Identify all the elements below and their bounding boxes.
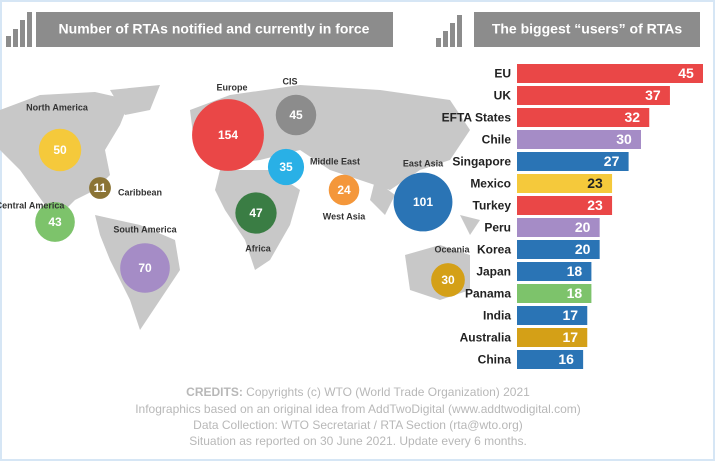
credits-line: Data Collection: WTO Secretariat / RTA S… bbox=[193, 418, 523, 432]
bar bbox=[517, 108, 650, 127]
category-label: EFTA States bbox=[442, 111, 512, 125]
region-label: Africa bbox=[245, 243, 272, 253]
credits-line: Situation as reported on 30 June 2021. U… bbox=[189, 434, 527, 448]
category-label: Turkey bbox=[473, 199, 512, 213]
bar bbox=[517, 130, 641, 149]
bar bbox=[517, 64, 703, 83]
region-label: North America bbox=[26, 102, 89, 112]
bubble bbox=[328, 174, 360, 206]
region-label: South America bbox=[113, 224, 177, 234]
bar-chart: EU 45 UK 37 EFTA States 32 Chile 30 Singapore 27 M… bbox=[442, 64, 703, 369]
bubble-value: 101 bbox=[413, 195, 433, 209]
credits-line: Infographics based on an original idea f… bbox=[135, 402, 581, 416]
credits-text: Copyrights (c) WTO (World Trade Organiza… bbox=[246, 385, 530, 399]
category-label: Peru bbox=[484, 221, 511, 235]
bar bbox=[517, 350, 584, 369]
bar bbox=[517, 196, 613, 215]
region-label: Europe bbox=[216, 82, 247, 92]
bar bbox=[517, 262, 592, 281]
category-label: Mexico bbox=[470, 177, 511, 191]
bar-value: 18 bbox=[567, 263, 583, 279]
bubble-value: 11 bbox=[94, 181, 107, 195]
bubble-value: 24 bbox=[337, 183, 351, 197]
bar-value: 18 bbox=[567, 285, 583, 301]
bubble-value: 35 bbox=[279, 160, 293, 174]
category-label: UK bbox=[494, 89, 512, 103]
bar bbox=[517, 152, 629, 171]
bar bbox=[517, 328, 588, 347]
bubble bbox=[38, 128, 82, 172]
bubble bbox=[35, 202, 75, 242]
bar bbox=[517, 86, 670, 105]
bar-value: 20 bbox=[575, 241, 591, 257]
bar-value: 45 bbox=[678, 65, 694, 81]
bar bbox=[517, 284, 592, 303]
bubble-value: 43 bbox=[48, 215, 62, 229]
bar-value: 20 bbox=[575, 219, 591, 235]
bubble bbox=[275, 94, 317, 136]
region-label: Central America bbox=[0, 200, 65, 210]
category-label: EU bbox=[494, 67, 511, 81]
bubble bbox=[393, 172, 453, 232]
bar-value: 23 bbox=[587, 175, 603, 191]
bar bbox=[517, 306, 588, 325]
region-label: Caribbean bbox=[118, 187, 162, 197]
credits: CREDITS: Copyrights (c) WTO (World Trade… bbox=[135, 385, 581, 448]
bar bbox=[517, 218, 600, 237]
bar bbox=[517, 240, 600, 259]
region-label: Middle East bbox=[310, 156, 360, 166]
chart-title: Number of RTAs notified and currently in… bbox=[59, 21, 370, 37]
credits-line: CREDITS: Copyrights (c) WTO (World Trade… bbox=[186, 385, 530, 399]
bar-value: 37 bbox=[645, 87, 661, 103]
bubble-value: 70 bbox=[138, 261, 152, 275]
category-label: Panama bbox=[465, 287, 511, 301]
bubble-value: 45 bbox=[289, 108, 303, 122]
bubble-chart: 50 North America 11 Caribbean 43 Central Amer… bbox=[0, 76, 470, 297]
bubble-value: 30 bbox=[441, 273, 455, 287]
category-label: Korea bbox=[477, 243, 511, 257]
bubble bbox=[192, 99, 264, 171]
bar-value: 23 bbox=[587, 197, 603, 213]
category-label: Chile bbox=[482, 133, 512, 147]
bubble bbox=[431, 263, 465, 297]
bar-value: 27 bbox=[604, 153, 620, 169]
region-label: West Asia bbox=[323, 211, 367, 221]
category-label: Singapore bbox=[452, 155, 511, 169]
bar-value: 32 bbox=[624, 109, 640, 125]
region-label: CIS bbox=[282, 76, 297, 86]
credits-label: CREDITS: bbox=[186, 385, 243, 399]
region-label: Oceania bbox=[434, 244, 470, 254]
title-box bbox=[36, 12, 393, 47]
chart-title: The biggest “users” of RTAs bbox=[492, 21, 683, 37]
bubble-value: 47 bbox=[249, 206, 263, 220]
bar-value: 30 bbox=[616, 131, 632, 147]
bubble bbox=[89, 177, 111, 199]
bar-value: 17 bbox=[562, 329, 578, 345]
category-label: Japan bbox=[476, 265, 511, 279]
bar bbox=[517, 174, 613, 193]
bubble bbox=[235, 192, 277, 234]
category-label: Australia bbox=[460, 331, 512, 345]
bubble bbox=[267, 148, 305, 186]
bubble-value: 154 bbox=[218, 128, 238, 142]
bar-value: 16 bbox=[558, 351, 574, 367]
bubble-value: 50 bbox=[53, 143, 67, 157]
region-label: East Asia bbox=[403, 158, 444, 168]
category-label: India bbox=[483, 309, 511, 323]
title-icon bbox=[6, 12, 462, 47]
category-label: China bbox=[478, 353, 512, 367]
title-box bbox=[474, 12, 700, 47]
bar-value: 17 bbox=[562, 307, 578, 323]
bubble bbox=[120, 243, 170, 293]
